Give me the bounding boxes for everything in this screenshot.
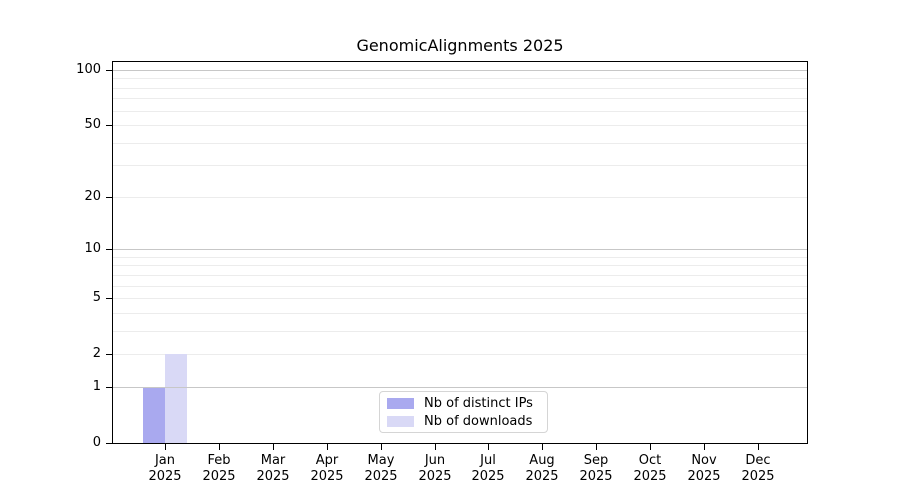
y-tick: [106, 354, 112, 355]
bar-downloads-jan: [165, 354, 187, 443]
minor-gridline: [112, 265, 808, 266]
legend-label-downloads: Nb of downloads: [424, 413, 533, 429]
x-tick: [650, 444, 651, 450]
x-tick-label: Apr 2025: [310, 453, 344, 484]
y-tick: [106, 125, 112, 126]
x-tick: [758, 444, 759, 450]
minor-gridline: [112, 98, 808, 99]
minor-gridline: [112, 313, 808, 314]
y-tick-label: 50: [84, 117, 101, 132]
minor-gridline: [112, 275, 808, 276]
x-tick: [596, 444, 597, 450]
minor-gridline: [112, 354, 808, 355]
x-tick-label: Sep 2025: [579, 453, 613, 484]
x-tick: [488, 444, 489, 450]
y-tick: [106, 443, 112, 444]
minor-gridline: [112, 286, 808, 287]
x-tick: [381, 444, 382, 450]
y-tick-label: 5: [92, 290, 101, 305]
x-tick-label: Oct 2025: [633, 453, 667, 484]
y-tick-label: 10: [84, 241, 101, 256]
minor-gridline: [112, 125, 808, 126]
x-tick-label: Feb 2025: [202, 453, 236, 484]
x-tick: [327, 444, 328, 450]
y-tick-label: 2: [92, 346, 101, 361]
x-tick-label: Dec 2025: [741, 453, 775, 484]
x-tick-label: Mar 2025: [256, 453, 290, 484]
x-tick-label: Jun 2025: [418, 453, 452, 484]
x-tick-label: Jul 2025: [471, 453, 505, 484]
minor-gridline: [112, 197, 808, 198]
y-tick: [106, 298, 112, 299]
major-gridline: [112, 249, 808, 250]
y-tick-label: 0: [92, 435, 101, 450]
minor-gridline: [112, 111, 808, 112]
minor-gridline: [112, 143, 808, 144]
legend-item-downloads: Nb of downloads: [387, 414, 547, 429]
legend-label-distinct-ips: Nb of distinct IPs: [424, 395, 533, 411]
major-gridline: [112, 387, 808, 388]
x-tick-label: Jan 2025: [148, 453, 182, 484]
legend-swatch-distinct-ips: [387, 397, 414, 409]
x-tick: [273, 444, 274, 450]
x-tick: [435, 444, 436, 450]
minor-gridline: [112, 257, 808, 258]
minor-gridline: [112, 331, 808, 332]
x-tick: [704, 444, 705, 450]
x-tick-label: Aug 2025: [525, 453, 559, 484]
x-tick-label: May 2025: [364, 453, 398, 484]
x-tick: [165, 444, 166, 450]
y-tick-label: 1: [92, 379, 101, 394]
x-tick: [542, 444, 543, 450]
minor-gridline: [112, 88, 808, 89]
chart-title: GenomicAlignments 2025: [356, 36, 564, 55]
legend: Nb of distinct IPs Nb of downloads: [379, 391, 548, 433]
legend-item-distinct-ips: Nb of distinct IPs: [387, 396, 547, 411]
major-gridline: [112, 70, 808, 71]
y-tick: [106, 197, 112, 198]
y-tick-label: 100: [76, 62, 101, 77]
plot-frame: [112, 61, 808, 444]
minor-gridline: [112, 298, 808, 299]
minor-gridline: [112, 165, 808, 166]
y-tick: [106, 70, 112, 71]
bar-distinct-ips-jan: [143, 387, 165, 443]
y-tick-label: 20: [84, 189, 101, 204]
y-tick: [106, 387, 112, 388]
x-tick: [219, 444, 220, 450]
x-tick-label: Nov 2025: [687, 453, 721, 484]
legend-swatch-downloads: [387, 415, 414, 427]
y-tick: [106, 249, 112, 250]
minor-gridline: [112, 78, 808, 79]
